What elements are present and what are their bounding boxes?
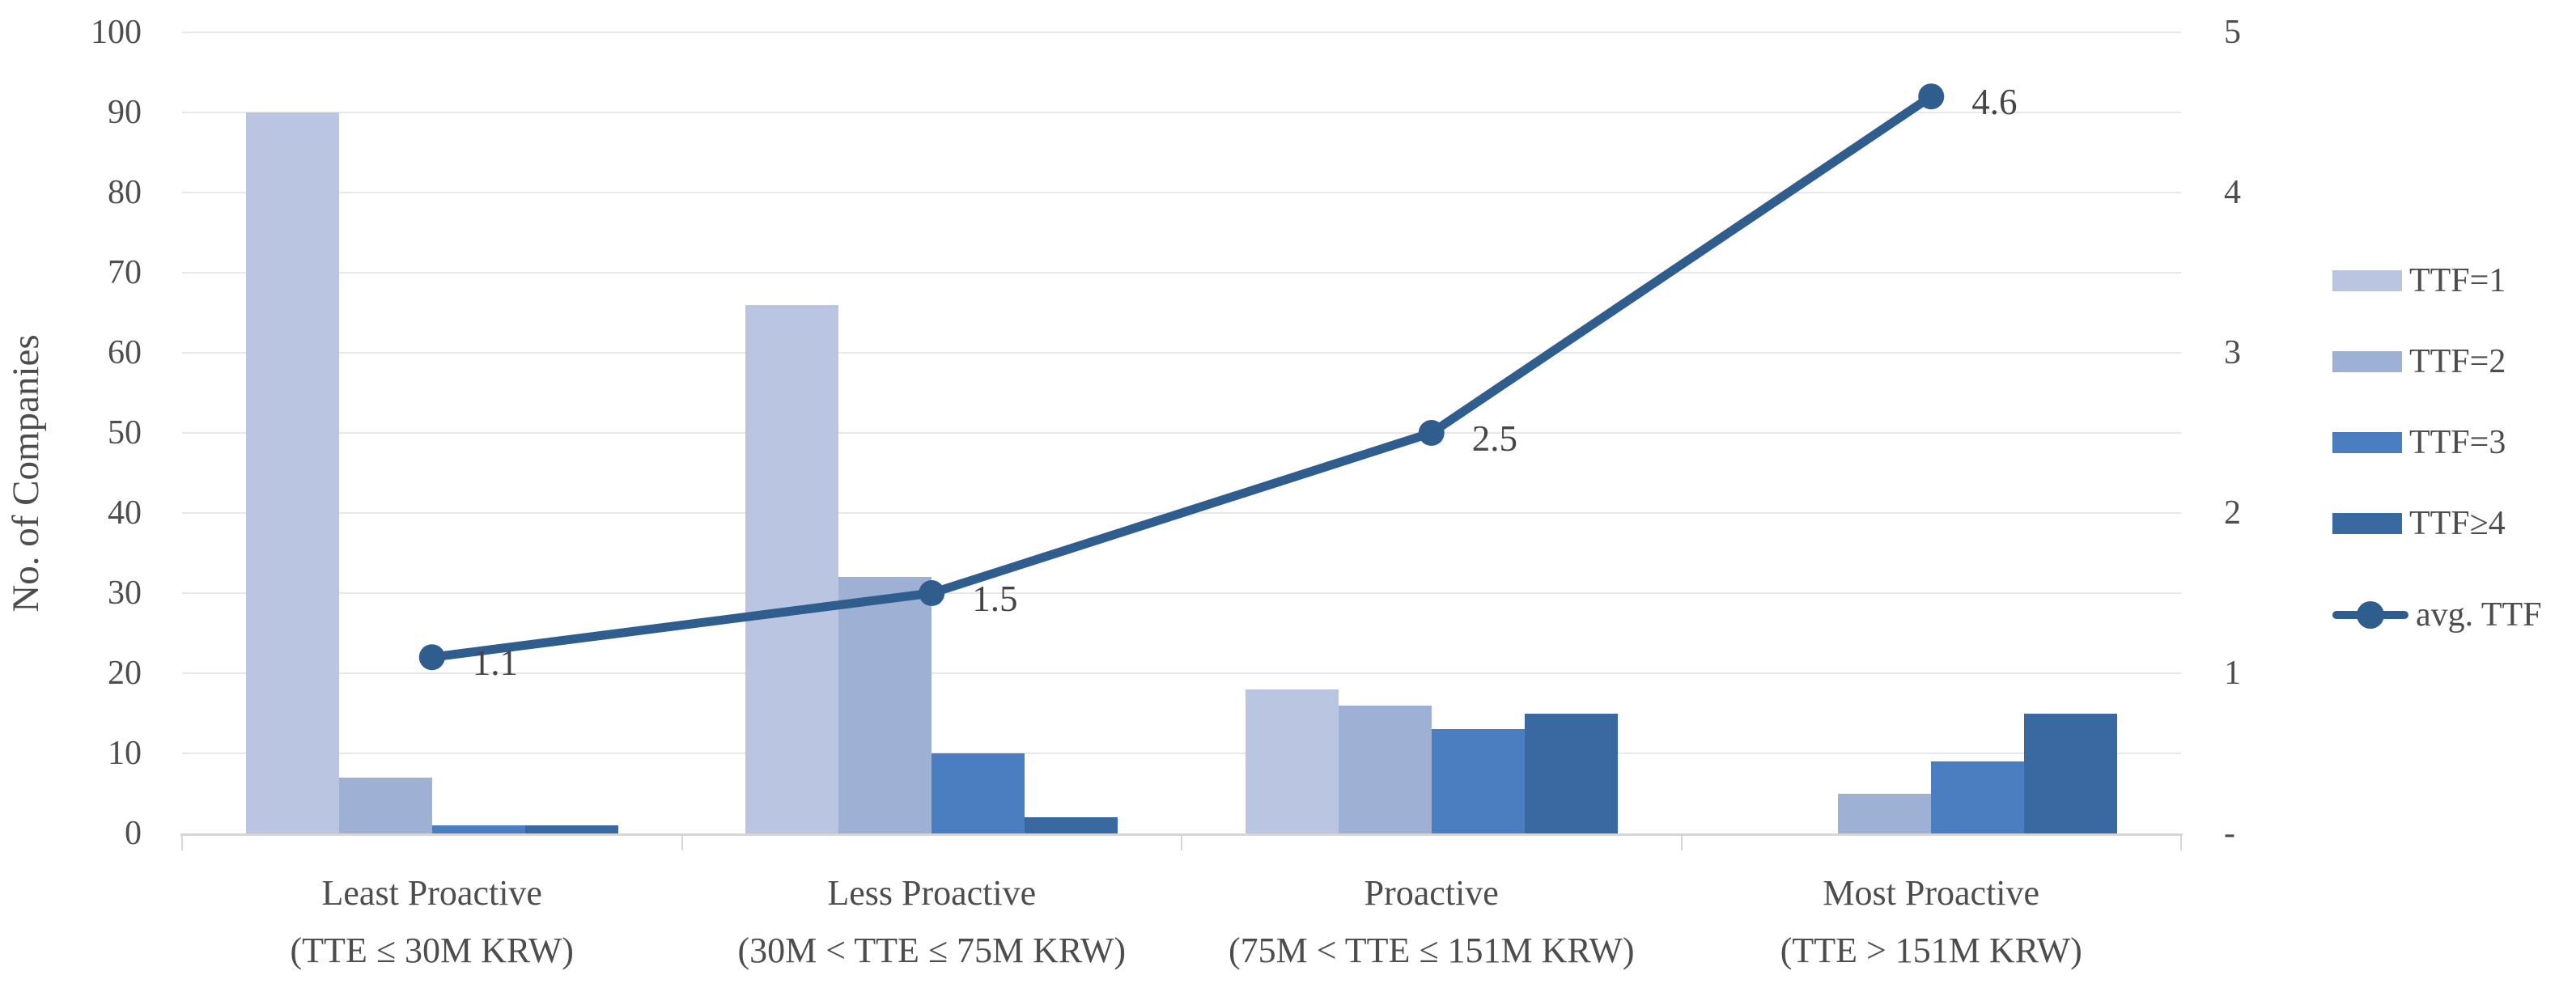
right-axis-tick-label: 5 [2224,14,2241,51]
legend-swatch [2332,513,2402,534]
right-axis-tick-label: - [2224,815,2235,852]
left-axis-title: No. of Companies [5,334,47,613]
gridline [182,592,2181,594]
right-axis-tick-label: 1 [2224,655,2241,692]
gridline [182,753,2181,754]
left-axis-tick-label: 100 [91,14,142,51]
line-data-label: 1.1 [472,642,518,684]
bar [524,825,618,833]
bar [1338,705,1432,833]
legend-line-sample [2332,599,2408,631]
bar [1838,793,1932,833]
bar [838,577,932,833]
left-axis-tick-label: 0 [125,815,142,852]
x-axis-tick [2180,836,2182,850]
legend-item: TTF≥4 [2332,503,2506,544]
bar [2024,713,2118,833]
bar [745,304,839,833]
bar [1245,689,1339,833]
x-axis-tick [1680,836,1683,850]
gridline [182,672,2181,674]
category-subtitle: (75M < TTE ≤ 151M KRW) [1228,931,1635,970]
category-subtitle: (30M < TTE ≤ 75M KRW) [737,931,1127,970]
bar [1931,761,2025,833]
left-axis-tick-label: 10 [108,735,142,772]
legend-swatch [2332,270,2402,291]
gridline [182,32,2181,33]
category-label: Proactive (75M < TTE ≤ 151M KRW) [1165,864,1699,979]
x-axis-tick [181,836,183,850]
category-subtitle: (TTE > 151M KRW) [1780,931,2082,970]
line-marker [1918,83,1945,110]
left-axis-tick-label: 70 [108,254,142,291]
x-axis-tick [1181,836,1182,850]
left-axis-tick-label: 40 [108,494,142,532]
legend-item: avg. TTF [2332,595,2542,635]
right-axis-tick-label: 2 [2224,494,2241,532]
bar [1025,817,1118,833]
bar [245,112,339,833]
legend-label: TTF=3 [2409,424,2506,461]
bar [1431,729,1525,833]
left-axis-tick-label: 20 [108,655,142,692]
bar [1524,713,1618,833]
category-title: Less Proactive [827,873,1037,913]
gridline [182,512,2181,514]
bar [338,777,432,833]
legend-item: TTF=1 [2332,261,2506,301]
gridline [182,112,2181,113]
bar [932,753,1025,833]
legend-item: TTF=2 [2332,341,2506,382]
right-axis-tick-label: 4 [2224,174,2241,211]
legend-swatch [2332,432,2402,453]
legend-label: TTF≥4 [2409,505,2506,542]
x-axis-tick [681,836,683,850]
gridline [182,432,2181,434]
avg-ttf-line [427,91,1936,662]
category-title: Most Proactive [1823,873,2040,913]
category-label: Less Proactive (30M < TTE ≤ 75M KRW) [664,864,1199,979]
left-axis-tick-label: 60 [108,334,142,371]
legend-item: TTF=3 [2332,422,2506,463]
gridline [182,272,2181,274]
left-axis-tick-label: 30 [108,575,142,612]
left-axis-tick-label: 90 [108,94,142,131]
bar [431,825,525,833]
left-axis-tick-label: 50 [108,414,142,452]
category-label: Least Proactive (TTE ≤ 30M KRW) [165,864,699,979]
line-data-label: 2.5 [1471,418,1517,459]
legend-label: avg. TTF [2416,596,2542,634]
category-label: Most Proactive (TTE > 151M KRW) [1664,864,2198,979]
gridline [182,192,2181,193]
category-subtitle: (TTE ≤ 30M KRW) [290,931,574,970]
category-title: Least Proactive [321,873,542,913]
line-data-label: 1.5 [972,579,1018,619]
legend-label: TTF=1 [2409,262,2506,299]
gridline [182,352,2181,354]
right-axis-tick-label: 3 [2224,334,2241,371]
x-axis-line [180,833,2183,836]
left-axis-tick-label: 80 [108,174,142,211]
line-data-label: 4.6 [1971,82,2018,123]
category-title: Proactive [1364,873,1499,913]
legend-label: TTF=2 [2409,343,2506,380]
legend-swatch [2332,351,2402,372]
line-marker [418,644,445,671]
